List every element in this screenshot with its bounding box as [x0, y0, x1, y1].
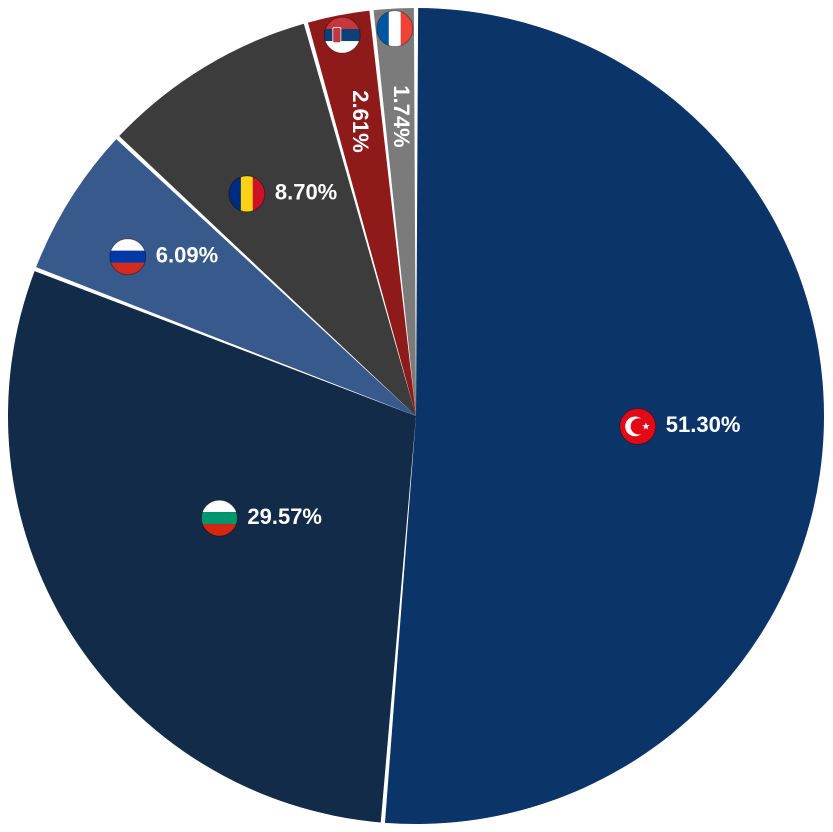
romania-flag-icon	[229, 176, 265, 212]
france-flag-icon	[377, 11, 413, 47]
turkey-flag-icon	[620, 408, 656, 444]
serbia-flag-icon	[324, 17, 360, 53]
pie-label-russia: 6.09%	[156, 243, 218, 268]
pie-label-bulgaria: 29.57%	[247, 504, 322, 529]
bulgaria-flag-icon	[201, 500, 237, 536]
pie-slice-turkey	[385, 8, 824, 824]
pie-label-turkey: 51.30%	[666, 412, 741, 437]
pie-label-france: 1.74%	[389, 85, 414, 147]
pie-label-romania: 8.70%	[275, 180, 337, 205]
pie-label-serbia: 2.61%	[348, 90, 373, 152]
pie-chart: 51.30% 29.57% 6.09% 8.70% 2.61% 1.74%	[0, 0, 833, 832]
russia-flag-icon	[110, 239, 146, 275]
